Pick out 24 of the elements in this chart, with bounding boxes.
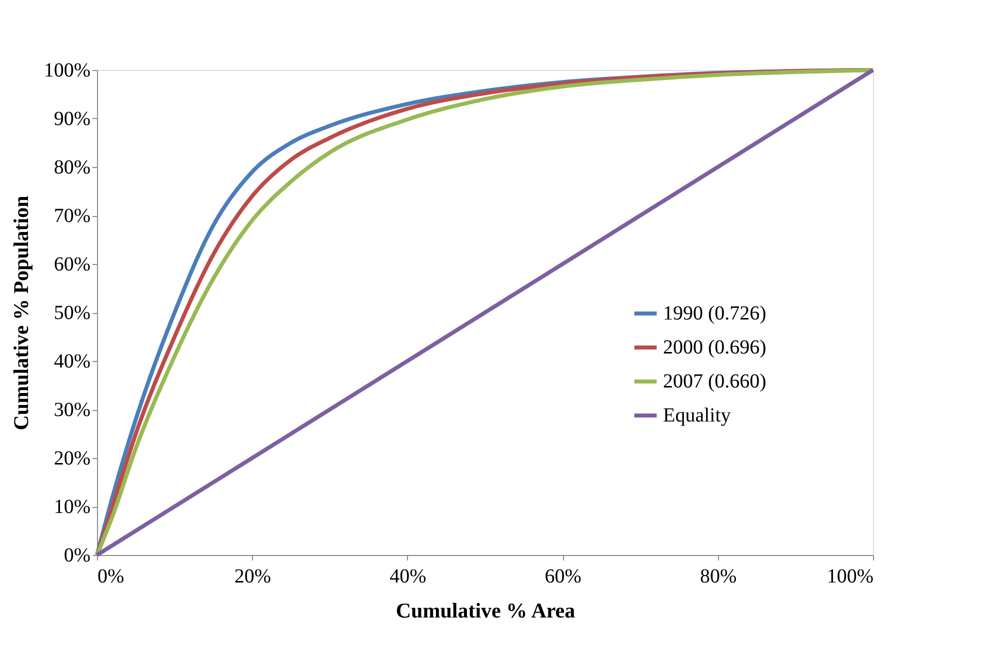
legend-label: 2007 (0.660) (663, 370, 766, 392)
y-tick-label: 90% (54, 108, 90, 130)
x-tick-label: 60% (544, 566, 582, 588)
y-tick-label: 80% (54, 156, 90, 178)
y-tick-label: 100% (44, 60, 90, 82)
y-tick-label: 70% (54, 205, 90, 227)
legend-label: Equality (663, 404, 731, 426)
x-tick-label: 100% (826, 566, 874, 588)
y-tick-label: 0% (64, 544, 90, 566)
y-tick-label: 10% (54, 496, 90, 518)
y-tick-label: 50% (54, 302, 90, 324)
y-tick-label: 60% (54, 254, 90, 276)
legend-label: 1990 (0.726) (663, 302, 766, 324)
x-tick-label: 20% (234, 566, 272, 588)
line-series (95, 68, 875, 557)
y-tick-label: 20% (54, 448, 90, 470)
x-tick-label: 0% (98, 566, 124, 588)
y-tick-label: 40% (54, 350, 90, 372)
y-axis-title: Cumulative % Population (8, 195, 33, 430)
x-tick-label: 40% (390, 566, 426, 588)
x-tick-label: 80% (700, 566, 737, 588)
x-axis-title: Cumulative % Area (396, 598, 576, 622)
legend-label: 2000 (0.696) (663, 336, 766, 358)
y-tick-label: 30% (54, 399, 90, 421)
